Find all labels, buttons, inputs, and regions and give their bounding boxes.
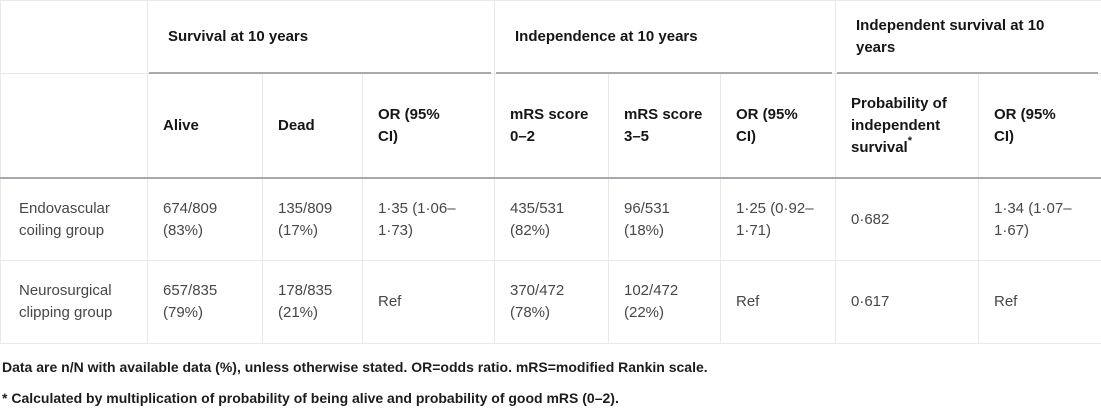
row-header-neurosurgical-clipping: Neurosurgical clipping group bbox=[0, 260, 147, 343]
data-cell-clipping-or-survival: Ref bbox=[362, 260, 494, 343]
data-cell-clipping-dead: 178/835 (21%) bbox=[262, 260, 362, 343]
table-footnotes: Data are n/N with available data (%), un… bbox=[0, 344, 1101, 407]
group-header-survival: Survival at 10 years bbox=[147, 0, 494, 74]
data-cell-coiling-mrs-3-5: 96/531 (18%) bbox=[608, 178, 720, 260]
data-cell-coiling-dead: 135/809 (17%) bbox=[262, 178, 362, 260]
column-header-or-independence: OR (95% CI) bbox=[720, 73, 836, 179]
footnote-asterisk-marker: * bbox=[907, 135, 912, 147]
data-cell-clipping-probability: 0·617 bbox=[835, 260, 978, 343]
data-cell-coiling-or-independent-survival: 1·34 (1·07– 1·67) bbox=[978, 178, 1101, 260]
column-header-or-independent-survival: OR (95% CI) bbox=[978, 73, 1101, 179]
data-cell-clipping-or-independence: Ref bbox=[720, 260, 835, 343]
data-cell-clipping-alive: 657/835 (79%) bbox=[147, 260, 262, 343]
data-cell-coiling-mrs-0-2: 435/531 (82%) bbox=[494, 178, 608, 260]
group-header-independence: Independence at 10 years bbox=[494, 0, 835, 74]
column-header-alive: Alive bbox=[147, 73, 263, 179]
data-cell-clipping-or-independent-survival: Ref bbox=[978, 260, 1101, 343]
data-cell-coiling-alive: 674/809 (83%) bbox=[147, 178, 262, 260]
column-header-probability-label: Probability of independent survival bbox=[851, 95, 947, 156]
column-header-mrs-0-2: mRS score 0–2 bbox=[494, 73, 609, 179]
data-cell-coiling-probability: 0·682 bbox=[835, 178, 978, 260]
corner-blank-cell bbox=[0, 0, 147, 73]
data-cell-clipping-mrs-0-2: 370/472 (78%) bbox=[494, 260, 608, 343]
column-header-dead: Dead bbox=[262, 73, 363, 179]
outcomes-table: Survival at 10 years Independence at 10 … bbox=[0, 0, 1101, 344]
group-header-independent-survival: Independent survival at 10 years bbox=[835, 0, 1101, 74]
footnote-data-definition: Data are n/N with available data (%), un… bbox=[2, 359, 708, 375]
column-header-mrs-3-5: mRS score 3–5 bbox=[608, 73, 721, 179]
data-cell-coiling-or-independence: 1·25 (0·92– 1·71) bbox=[720, 178, 835, 260]
data-cell-clipping-mrs-3-5: 102/472 (22%) bbox=[608, 260, 720, 343]
stub-blank-cell bbox=[0, 73, 148, 179]
row-header-endovascular-coiling: Endovascular coiling group bbox=[0, 178, 147, 260]
data-cell-coiling-or-survival: 1·35 (1·06– 1·73) bbox=[362, 178, 494, 260]
column-header-probability-independent-survival: Probability of independent survival* bbox=[835, 73, 979, 179]
footnote-asterisk-explanation: * Calculated by multiplication of probab… bbox=[2, 390, 619, 406]
column-header-or-survival: OR (95% CI) bbox=[362, 73, 495, 179]
